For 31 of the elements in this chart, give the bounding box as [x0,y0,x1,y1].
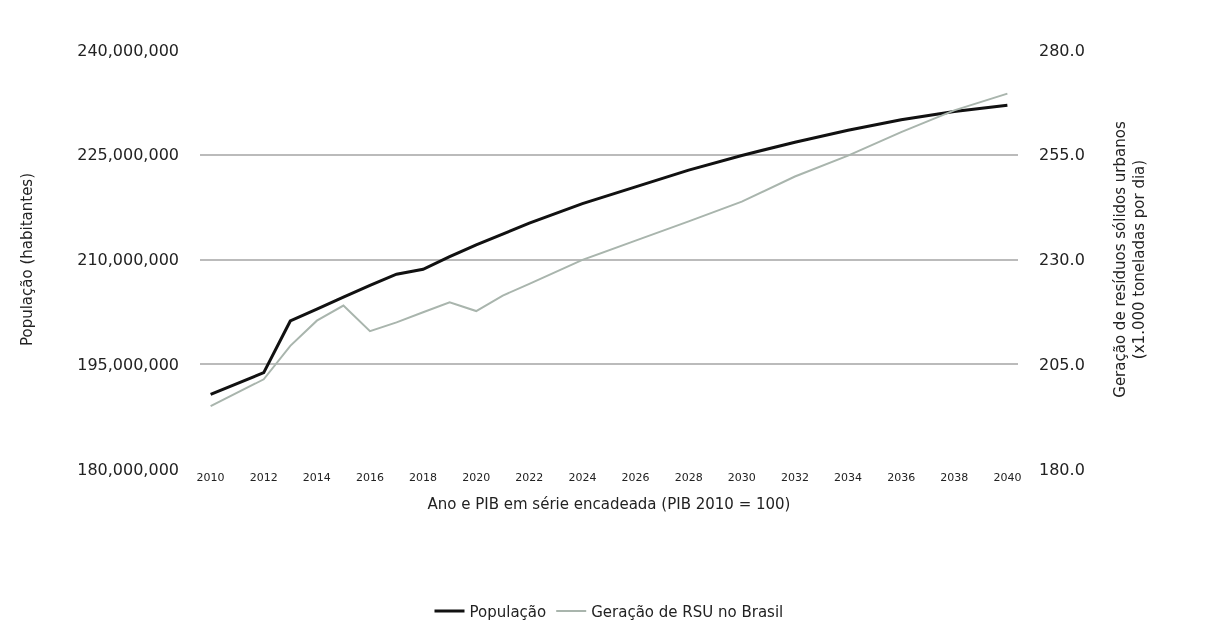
x-tick-label: 2024 [568,471,597,484]
x-tick-label: 2020 [462,471,491,484]
x-tick-label: 2026 [621,471,650,484]
x-tick-label: 2036 [887,471,916,484]
x-tick-label: 2038 [940,471,969,484]
y-tick-label: 180,000,000 [77,459,179,479]
x-tick-label: 2012 [249,471,278,484]
y-tick-label: 240,000,000 [77,40,179,60]
x-axis-title: Ano e PIB em série encadeada (PIB 2010 = 100) [427,495,791,513]
x-tick-label: 2028 [674,471,703,484]
x-tick-label: 2016 [355,471,384,484]
legend-label: População [469,602,547,621]
x-tick-label: 2040 [993,471,1022,484]
y-tick-label: 195,000,000 [77,354,179,374]
y2-tick-label: 280.0 [1039,40,1085,60]
y2-tick-label: 230.0 [1039,250,1085,270]
x-tick-label: 2010 [196,471,225,484]
x-tick-label: 2032 [780,471,809,484]
x-tick-label: 2034 [834,471,863,484]
y-tick-label: 210,000,000 [77,250,179,270]
y2-tick-label: 255.0 [1039,145,1085,165]
y2-axis-title: Geração de resíduos sólidos urbanos (x1.000 toneladas por dia) [1110,121,1149,398]
y-tick-label: 225,000,000 [77,145,179,165]
y2-tick-label: 205.0 [1039,354,1085,374]
y2-tick-label: 180.0 [1039,459,1085,479]
x-tick-label: 2014 [302,471,331,484]
legend-label: Geração de RSU no Brasil [591,602,784,621]
y-axis-title: População (habitantes) [18,172,37,347]
x-tick-label: 2022 [515,471,544,484]
x-tick-label: 2018 [409,471,438,484]
x-tick-label: 2030 [727,471,756,484]
